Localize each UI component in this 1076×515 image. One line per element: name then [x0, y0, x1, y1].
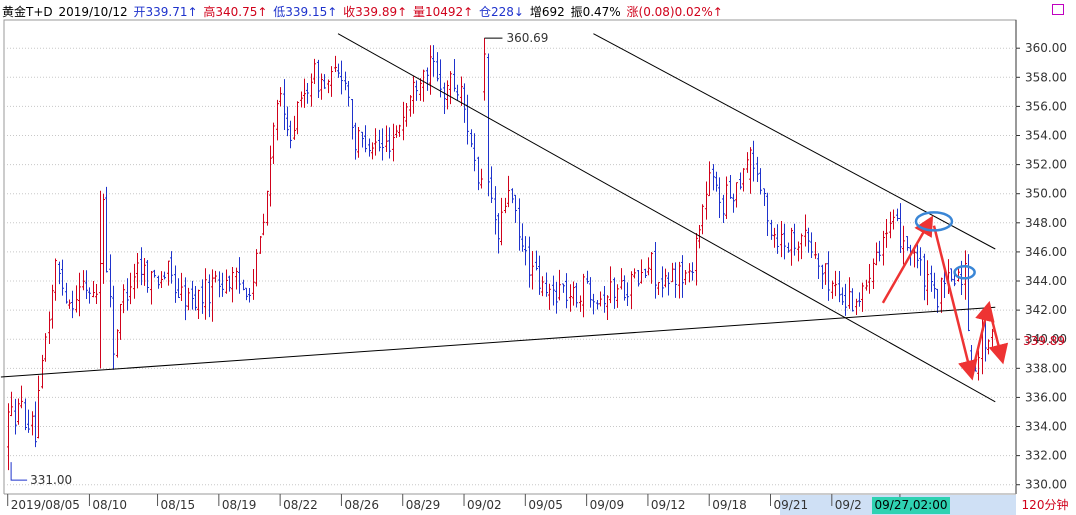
grid [4, 47, 1016, 486]
date-tick-label: 08/22 [283, 498, 318, 512]
date-tick-label: 08/10 [92, 498, 127, 512]
volume: 量10492↑ [412, 5, 474, 19]
price-tick-label: 354.00 [1025, 128, 1067, 142]
date-tick-label: 09/21 [774, 498, 809, 512]
indicator-toggle-button[interactable] [1052, 4, 1064, 15]
price-tick-label: 350.00 [1025, 187, 1067, 201]
price-annotations: 360.69 331.00 339.89 [10, 31, 1065, 487]
price-change: 涨(0.08)0.02%↑ [626, 5, 723, 19]
low-marker-line [10, 462, 28, 481]
trend-arrow [932, 225, 978, 381]
price-tick-label: 358.00 [1025, 70, 1067, 84]
open-interest: 仓228↓ [479, 5, 524, 19]
date-tick-label: 09/18 [712, 498, 747, 512]
interest-increase: 增692 [529, 5, 565, 19]
date-tick-label: 09/05 [528, 498, 563, 512]
date-tick-label: 08/15 [161, 498, 196, 512]
price-tick-label: 356.00 [1025, 99, 1067, 113]
price-tick-label: 346.00 [1025, 245, 1067, 259]
price-tick-label: 352.00 [1025, 158, 1067, 172]
date-tick-label: 09/02 [467, 498, 502, 512]
price-tick-label: 360.00 [1025, 41, 1067, 55]
highlight-ellipse [953, 265, 976, 280]
date-tick-label: 09/09 [590, 498, 625, 512]
candles [7, 38, 994, 471]
close-price: 收339.89↑ [343, 5, 408, 19]
price-tick-label: 338.00 [1025, 361, 1067, 375]
date-tick-label: 09/12 [651, 498, 686, 512]
period-selector[interactable]: 120分钟 [1021, 498, 1069, 512]
low-price: 低339.15↑ [273, 5, 338, 19]
price-tick-label: 344.00 [1025, 274, 1067, 288]
highlight-ellipse [914, 211, 954, 232]
last-price-label: 339.89 [1023, 334, 1065, 348]
drawn-marks [881, 211, 1009, 381]
high-price: 高340.75↑ [203, 5, 268, 19]
date-tick-label: 08/26 [344, 498, 379, 512]
price-tick-label: 330.00 [1025, 478, 1067, 492]
trendline [593, 33, 996, 250]
trendline [337, 33, 996, 403]
date-tick-label: 2019/08/05 [11, 498, 80, 512]
price-tick-label: 332.00 [1025, 449, 1067, 463]
plot-frame [3, 19, 1017, 495]
trend-arrow [987, 305, 1009, 365]
trend-arrow [881, 215, 934, 304]
date-tick-label: 09/2 [835, 498, 862, 512]
trend-arrow [970, 300, 995, 376]
open-price: 开339.71↑ [133, 5, 198, 19]
price-tick-label: 342.00 [1025, 303, 1067, 317]
price-tick-label: 348.00 [1025, 216, 1067, 230]
date-tick-label: 08/19 [222, 498, 257, 512]
date-tick-label: 08/29 [406, 498, 441, 512]
price-axis: 360.00 358.00 356.00 354.00 352.00 350.00 348.… [1016, 41, 1067, 492]
price-tick-label: 340.00 [1025, 332, 1067, 346]
amplitude: 振0.47% [570, 5, 621, 19]
low-price-label: 331.00 [30, 473, 72, 487]
trendline [0, 306, 996, 378]
quote-header: 黄金T+D 2019/10/12 开339.71↑ 高340.75↑ 低339.… [2, 3, 725, 19]
quote-date: 2019/10/12 [58, 5, 128, 19]
cursor-time-label: 09/27,02:00 [872, 497, 950, 514]
price-tick-label: 334.00 [1025, 420, 1067, 434]
instrument-name: 黄金T+D [2, 5, 53, 19]
price-tick-label: 336.00 [1025, 390, 1067, 404]
high-price-label: 360.69 [506, 31, 548, 45]
